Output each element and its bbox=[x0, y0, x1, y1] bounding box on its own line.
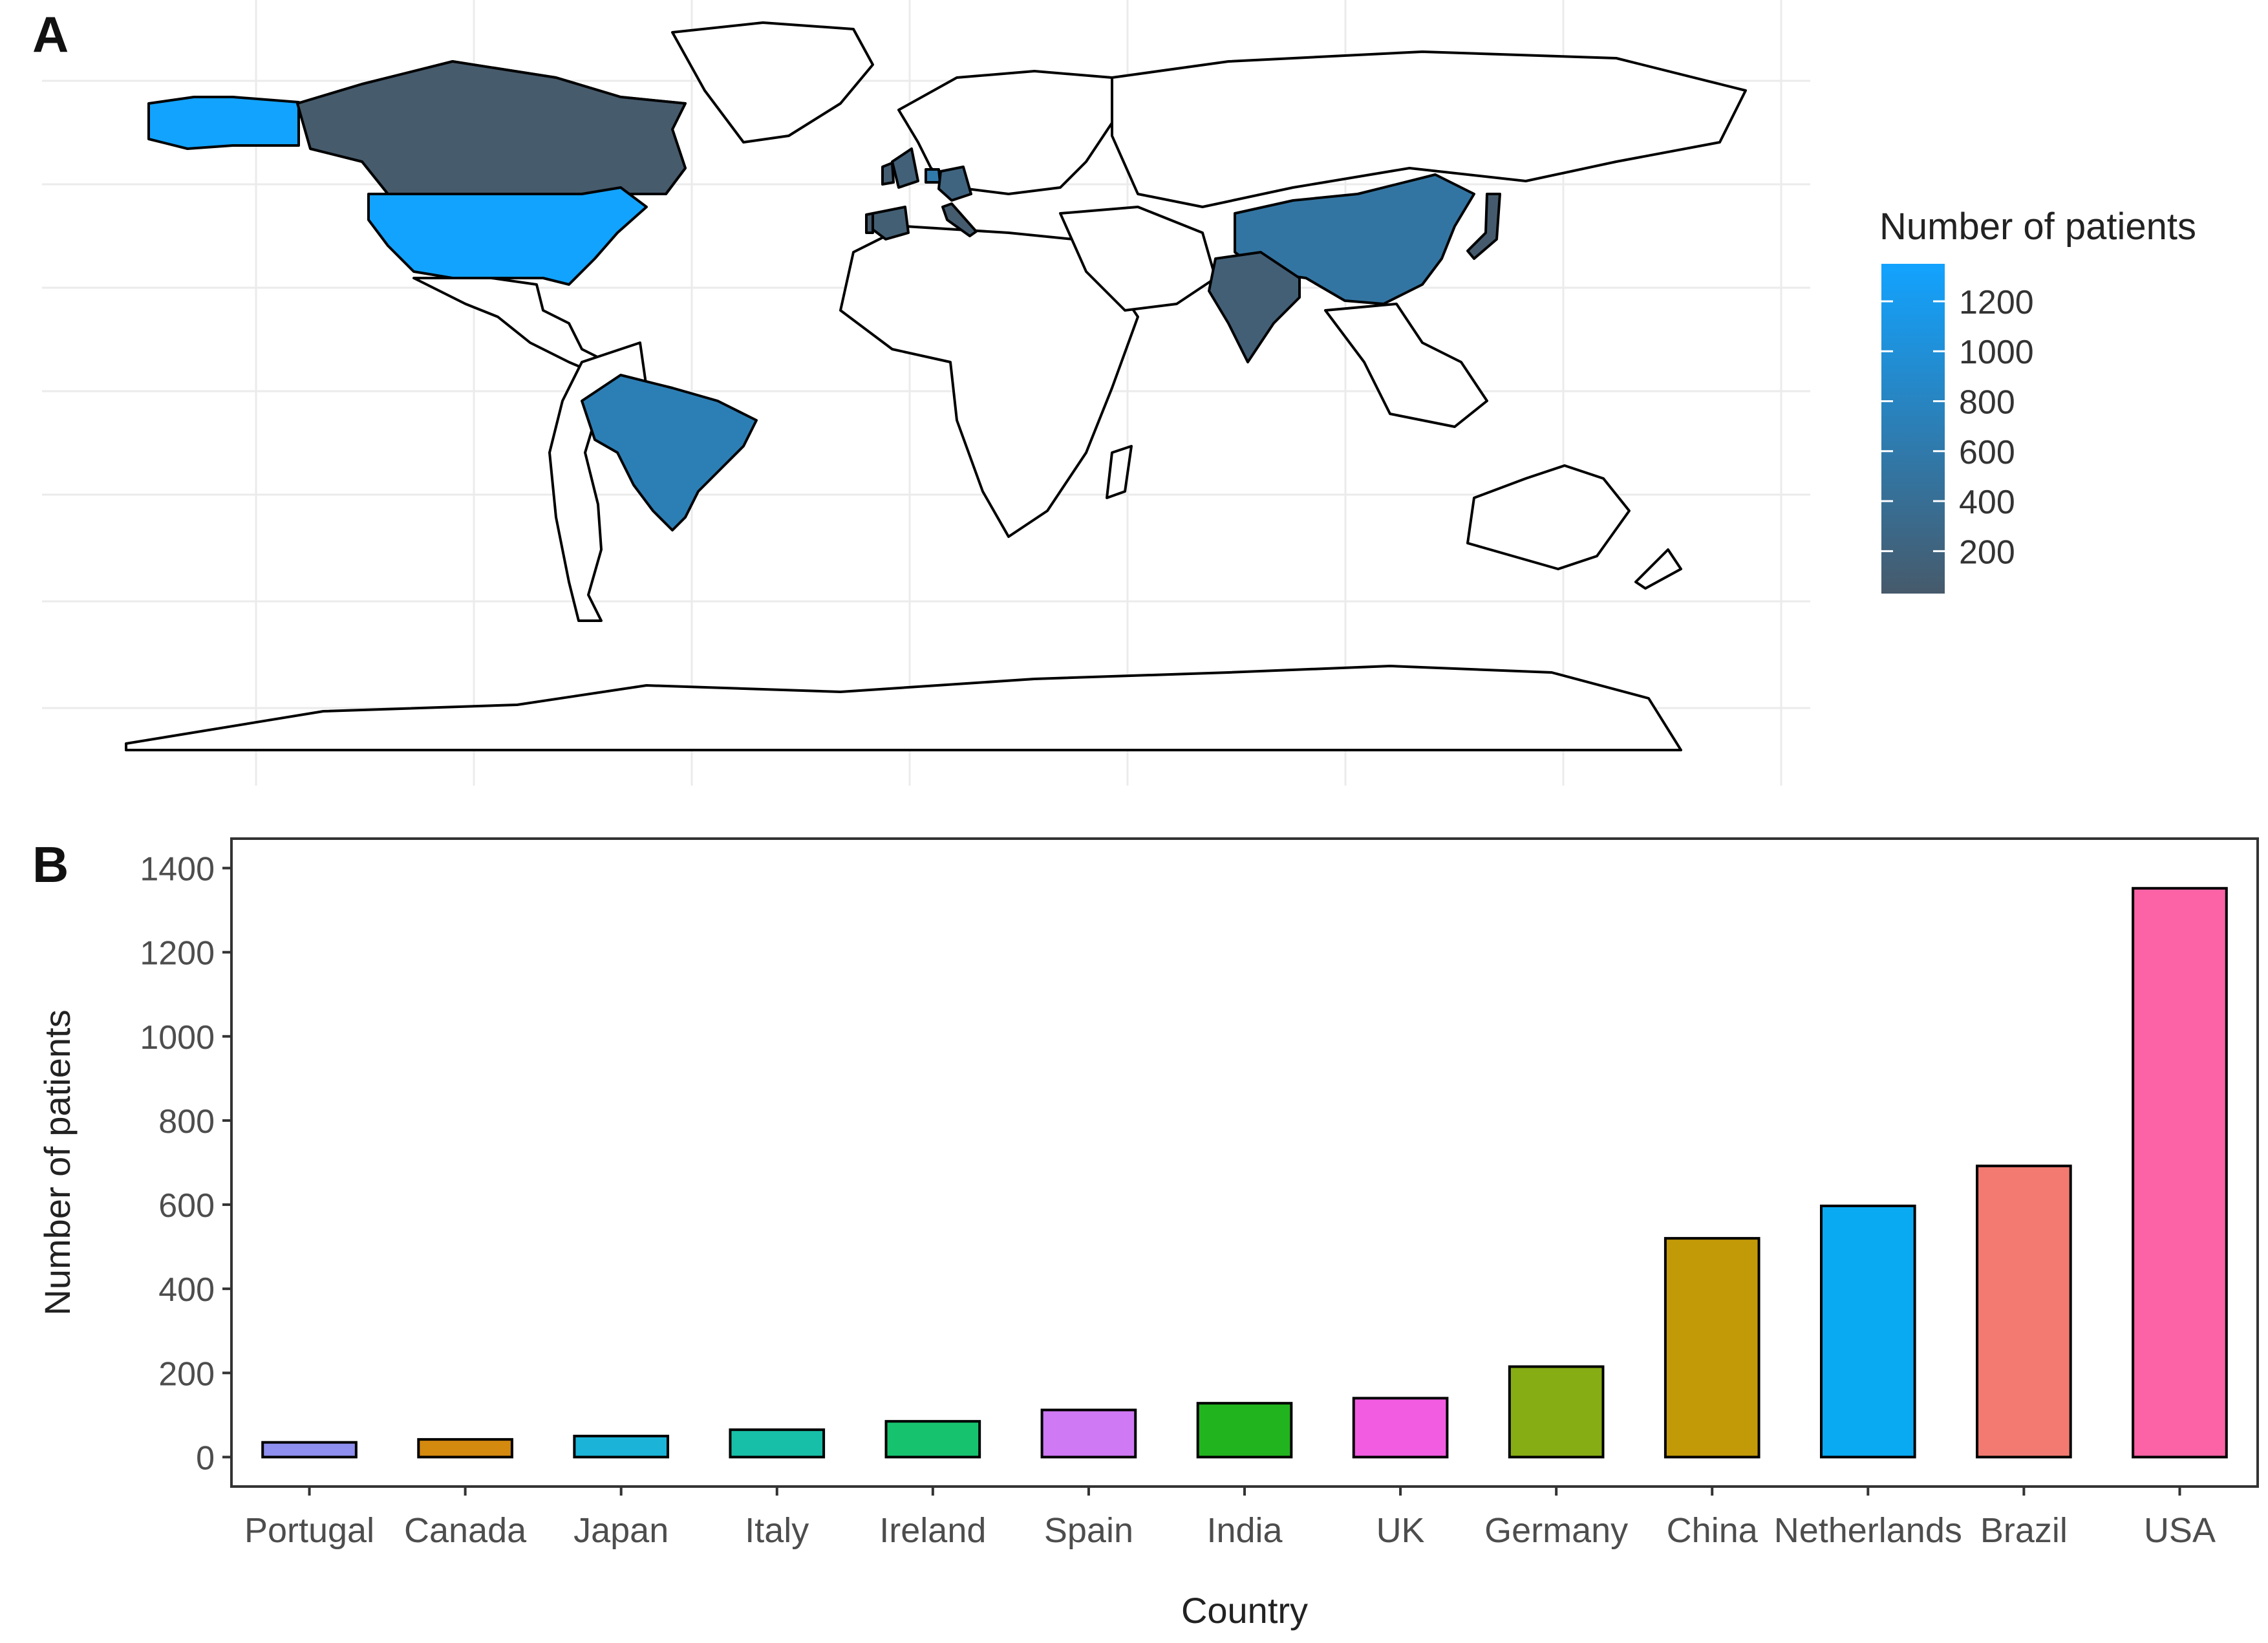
world-map: Number of patients 200 400 600 800 1000 1200 bbox=[42, 0, 2196, 786]
country-brazil bbox=[581, 374, 758, 532]
map-legend: Number of patients 200 400 600 800 1000 1200 bbox=[1879, 206, 2196, 594]
highlighted-countries bbox=[147, 60, 1501, 532]
legend-colorbar bbox=[1881, 264, 1945, 594]
country-italy bbox=[941, 202, 978, 237]
bar-italy bbox=[729, 1428, 826, 1459]
legend-tick-label: 200 bbox=[1959, 533, 2015, 571]
y-axis-title: Number of patients bbox=[37, 1009, 78, 1315]
y-tick-label: 200 bbox=[158, 1355, 215, 1393]
x-tick-label: Brazil bbox=[1980, 1511, 2068, 1550]
x-tick-label: Germany bbox=[1484, 1511, 1628, 1550]
country-germany bbox=[937, 166, 972, 202]
bar-chart: 0 200 400 600 800 1000 1200 1400 Portugal Canada… bbox=[37, 837, 2259, 1631]
x-tick-label: Portugal bbox=[244, 1511, 374, 1550]
country-portugal bbox=[865, 212, 874, 234]
region-new-zealand bbox=[1634, 548, 1682, 590]
x-tick-label: Canada bbox=[404, 1511, 527, 1550]
country-japan bbox=[1466, 193, 1501, 260]
region-greenland bbox=[671, 21, 874, 144]
x-axis-title: Country bbox=[1181, 1590, 1308, 1631]
y-tick-label: 1200 bbox=[140, 935, 215, 972]
y-tick-label: 1400 bbox=[140, 851, 215, 888]
country-canada bbox=[296, 60, 687, 195]
y-tick-label: 800 bbox=[158, 1103, 215, 1141]
bar-ireland bbox=[884, 1420, 981, 1459]
y-tick-label: 400 bbox=[158, 1271, 215, 1309]
bar-usa bbox=[2132, 886, 2228, 1459]
bar-brazil bbox=[1976, 1165, 2072, 1459]
x-tick-label: China bbox=[1667, 1511, 1759, 1550]
x-tick-label: Italy bbox=[745, 1511, 809, 1550]
x-tick-label: Netherlands bbox=[1774, 1511, 1962, 1550]
bar-india bbox=[1196, 1402, 1293, 1459]
x-tick-label: Japan bbox=[573, 1511, 669, 1550]
legend-tick-label: 1200 bbox=[1959, 284, 2034, 321]
region-madagascar bbox=[1106, 445, 1133, 499]
panel-a-label: A bbox=[32, 6, 69, 63]
legend-title: Number of patients bbox=[1879, 206, 2196, 248]
bar-china bbox=[1664, 1237, 1760, 1459]
x-tick-label: USA bbox=[2144, 1511, 2216, 1550]
plot-panel bbox=[230, 837, 2259, 1488]
region-southeast-asia bbox=[1324, 303, 1488, 428]
bar-netherlands bbox=[1819, 1205, 1916, 1459]
bar-spain bbox=[1040, 1408, 1137, 1459]
region-antarctica bbox=[125, 665, 1682, 751]
region-middle-east bbox=[1059, 206, 1217, 312]
country-netherlands bbox=[925, 168, 941, 184]
panel-b-label: B bbox=[32, 836, 69, 893]
legend-tick-label: 800 bbox=[1959, 384, 2015, 422]
country-usa bbox=[367, 186, 648, 286]
x-tick-label: India bbox=[1206, 1511, 1283, 1550]
region-russia-central-asia bbox=[1111, 50, 1747, 208]
x-tick-label: Ireland bbox=[879, 1511, 986, 1550]
country-india bbox=[1208, 251, 1301, 363]
bar-germany bbox=[1508, 1365, 1605, 1459]
y-tick-label: 600 bbox=[158, 1187, 215, 1225]
country-uk bbox=[891, 147, 919, 189]
bar-portugal bbox=[261, 1441, 358, 1459]
legend-tick-label: 600 bbox=[1959, 434, 2015, 471]
country-spain bbox=[872, 206, 910, 241]
x-tick-label: UK bbox=[1376, 1511, 1425, 1550]
bar-japan bbox=[573, 1434, 670, 1459]
bar-uk bbox=[1352, 1397, 1449, 1459]
bar-canada bbox=[417, 1438, 513, 1459]
x-tick-label: Spain bbox=[1044, 1511, 1133, 1550]
region-africa bbox=[839, 225, 1139, 538]
y-tick-label: 1000 bbox=[140, 1019, 215, 1057]
country-ireland bbox=[881, 162, 895, 186]
region-europe bbox=[897, 70, 1113, 195]
country-usa-alaska bbox=[147, 96, 300, 150]
region-australia bbox=[1466, 464, 1631, 570]
y-tick-label: 0 bbox=[196, 1439, 215, 1477]
legend-tick-label: 1000 bbox=[1959, 334, 2034, 371]
legend-tick-label: 400 bbox=[1959, 484, 2015, 521]
